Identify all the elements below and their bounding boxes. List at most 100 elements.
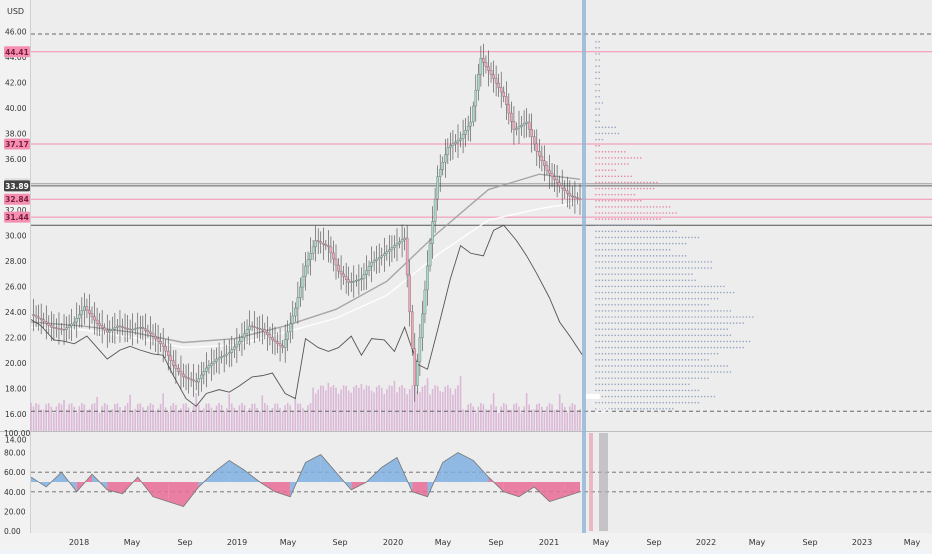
profile-dot [672, 334, 674, 337]
candle-body [161, 343, 165, 347]
profile-dot [601, 365, 604, 367]
profile-dot [649, 303, 652, 306]
profile-dot [652, 310, 655, 312]
profile-dot [630, 199, 632, 202]
volume-bar [436, 386, 439, 431]
cursor-vertical-line[interactable] [582, 0, 586, 533]
profile-dot [659, 310, 661, 312]
candle-body [520, 124, 523, 127]
profile-dot [601, 163, 604, 165]
profile-dot [604, 187, 607, 190]
profile-dot [707, 359, 709, 361]
time-tick-label: Sep [802, 538, 817, 547]
profile-dot [624, 383, 626, 386]
candle-body [515, 127, 518, 130]
profile-dot [617, 151, 620, 153]
profile-dot [636, 334, 639, 337]
volume-bar [106, 404, 109, 431]
profile-dot [649, 322, 652, 324]
time-tick-label: 2021 [539, 538, 559, 547]
candle-body [34, 315, 38, 318]
candle-body [410, 311, 414, 350]
profile-dot [691, 310, 693, 312]
profile-dot [617, 352, 620, 355]
profile-dot [726, 310, 728, 312]
profile-dot [630, 401, 632, 404]
profile-dot [662, 322, 664, 324]
candle-body [502, 91, 505, 97]
profile-dot [662, 340, 664, 343]
profile-dot [608, 279, 610, 282]
profile-dot [736, 346, 738, 349]
profile-dot [652, 395, 655, 398]
profile-dot [636, 279, 639, 282]
profile-dot [684, 310, 687, 312]
profile-dot [598, 359, 600, 361]
profile-dot [694, 334, 696, 337]
candle-body [487, 66, 490, 71]
profile-dot [636, 389, 639, 392]
profile-dot [614, 359, 616, 361]
candle-body [177, 368, 180, 372]
profile-dot [620, 218, 623, 220]
time-tick-label: Sep [177, 538, 192, 547]
candle-body [497, 82, 500, 88]
profile-dot [595, 389, 597, 392]
volume-bar [241, 403, 243, 431]
candle-body [421, 313, 424, 339]
profile-dot [601, 175, 604, 178]
volume-bar [291, 411, 294, 431]
volume-bar [91, 404, 93, 431]
volume-bar [253, 403, 256, 431]
volume-bar [50, 406, 53, 431]
profile-dot [601, 371, 604, 373]
volume-bar [452, 394, 454, 431]
profile-dot [643, 359, 645, 361]
profile-dot [684, 371, 687, 373]
profile-dot [662, 303, 664, 306]
profile-dot [665, 261, 668, 263]
profile-dot [633, 322, 636, 324]
profile-dot [627, 224, 629, 227]
profile-dot [627, 371, 629, 373]
volume-bar [149, 403, 152, 431]
profile-dot [643, 212, 645, 214]
oscillator-area [305, 454, 321, 482]
profile-dot [630, 255, 632, 257]
volume-bar [302, 408, 304, 431]
profile-dot [649, 273, 652, 275]
volume-bar [307, 405, 309, 431]
profile-dot [649, 334, 652, 337]
profile-dot [617, 297, 620, 300]
profile-dot [668, 334, 671, 337]
profile-dot [601, 193, 604, 196]
candle-body [510, 112, 513, 122]
profile-dot [633, 340, 636, 343]
profile-dot [608, 169, 610, 171]
volume-bar [119, 407, 121, 431]
profile-dot [640, 297, 642, 300]
profile-dot [713, 322, 716, 324]
profile-dot [649, 224, 652, 227]
profile-dot [611, 389, 613, 392]
profile-dot [684, 352, 687, 355]
profile-dot [646, 206, 648, 208]
volume-bar [360, 383, 363, 431]
profile-dot [656, 310, 658, 312]
profile-dot [656, 352, 658, 355]
profile-dot [649, 383, 652, 386]
profile-dot [617, 316, 620, 318]
time-axis[interactable]: 2018 May Sep 2019 May Sep 2020 May Sep 2021 May Sep… [69, 538, 921, 547]
volume-bar [233, 407, 236, 431]
profile-dot [710, 322, 712, 324]
volume-bar [299, 403, 302, 431]
volume-bar [210, 407, 213, 431]
profile-dot [617, 371, 620, 373]
profile-dot [611, 291, 613, 294]
profile-dot [595, 377, 597, 379]
profile-dot [707, 322, 709, 324]
profile-dot [678, 389, 680, 392]
profile-dot [668, 352, 671, 355]
